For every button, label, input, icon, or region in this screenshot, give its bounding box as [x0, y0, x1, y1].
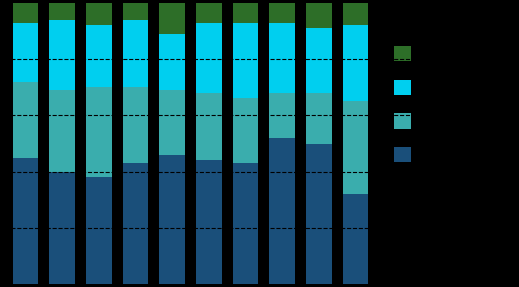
Bar — [233, 23, 258, 98]
Bar — [269, 138, 295, 284]
Bar — [233, 3, 258, 23]
Bar — [343, 101, 368, 194]
Bar — [343, 3, 368, 25]
Bar — [49, 90, 75, 172]
Bar — [306, 28, 332, 93]
Bar — [122, 163, 148, 284]
Bar — [269, 93, 295, 138]
Bar — [394, 46, 411, 61]
Bar — [233, 98, 258, 163]
Bar — [122, 3, 148, 20]
Bar — [343, 25, 368, 101]
Bar — [196, 3, 222, 23]
Bar — [196, 93, 222, 160]
Bar — [159, 155, 185, 284]
Bar — [196, 160, 222, 284]
Bar — [306, 93, 332, 144]
Bar — [12, 23, 38, 82]
Bar — [86, 87, 112, 177]
Bar — [122, 87, 148, 163]
Bar — [306, 3, 332, 28]
Bar — [306, 144, 332, 284]
Bar — [12, 82, 38, 158]
Bar — [269, 3, 295, 23]
Bar — [86, 25, 112, 87]
Bar — [159, 3, 185, 34]
Bar — [394, 79, 411, 95]
Bar — [86, 177, 112, 284]
Bar — [343, 194, 368, 284]
Bar — [394, 113, 411, 129]
Bar — [159, 90, 185, 155]
Bar — [49, 20, 75, 90]
Bar — [86, 3, 112, 25]
Bar — [122, 20, 148, 87]
Bar — [49, 3, 75, 20]
Bar — [12, 3, 38, 23]
Bar — [269, 23, 295, 93]
Bar — [159, 34, 185, 90]
Bar — [196, 23, 222, 93]
Bar — [49, 172, 75, 284]
Bar — [233, 163, 258, 284]
Bar — [12, 158, 38, 284]
Bar — [394, 147, 411, 162]
